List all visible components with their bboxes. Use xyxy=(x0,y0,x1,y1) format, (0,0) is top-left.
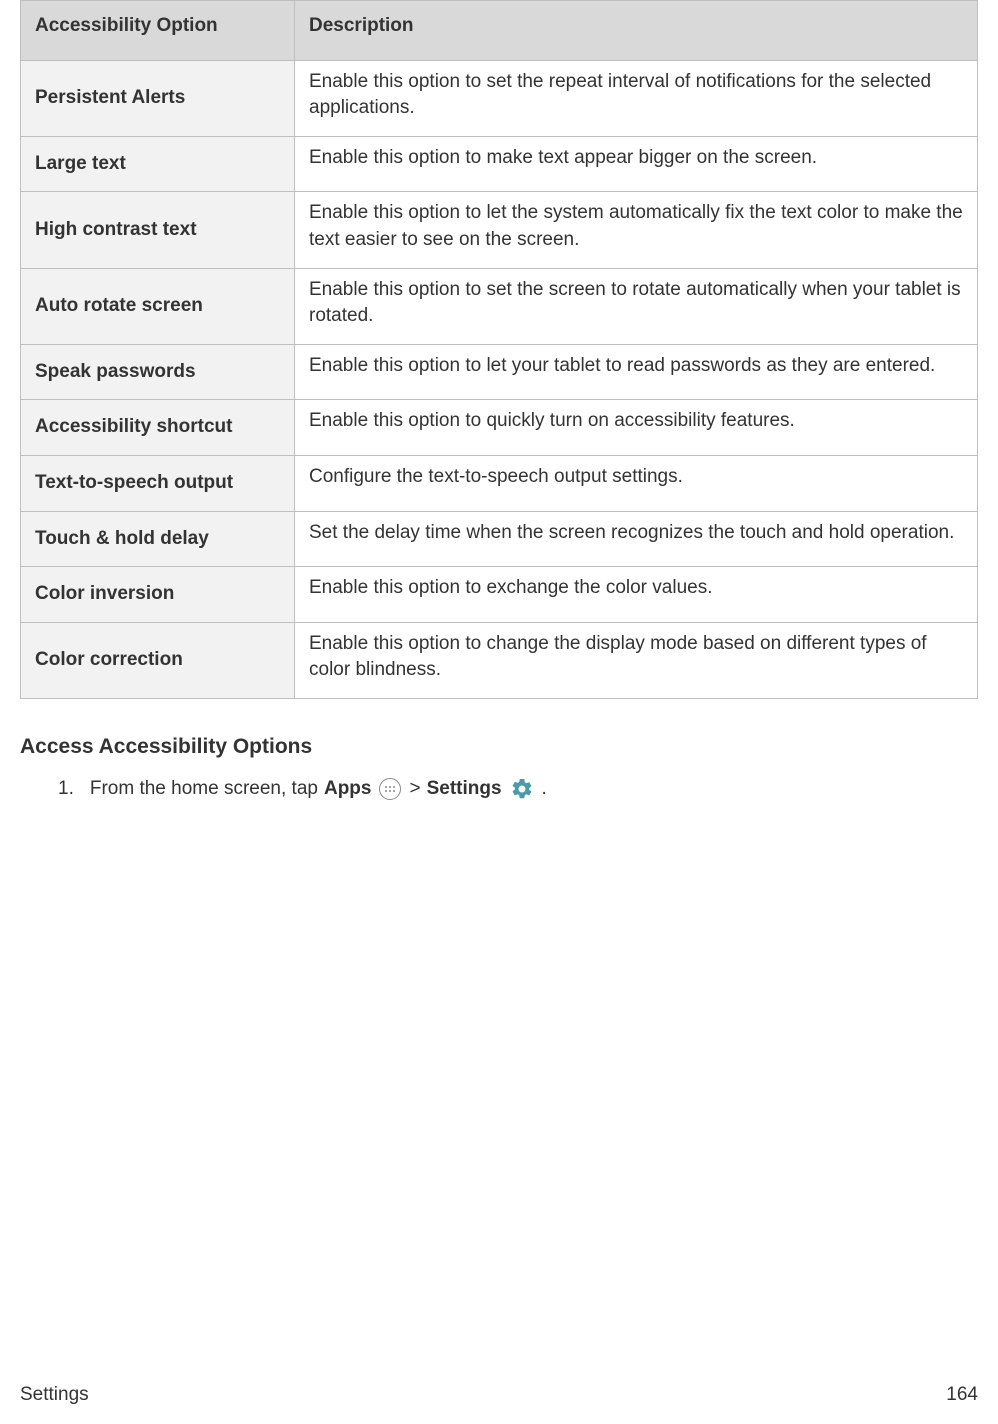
table-header-option: Accessibility Option xyxy=(21,1,295,61)
row-label: Touch & hold delay xyxy=(21,511,295,567)
row-label: Accessibility shortcut xyxy=(21,400,295,456)
row-desc: Enable this option to set the screen to … xyxy=(295,268,978,344)
row-desc: Enable this option to let the system aut… xyxy=(295,192,978,268)
row-label: High contrast text xyxy=(21,192,295,268)
row-desc: Configure the text-to-speech output sett… xyxy=(295,455,978,511)
row-label: Speak passwords xyxy=(21,344,295,400)
step-text-1: From the home screen, tap xyxy=(90,778,318,800)
table-row: Persistent Alerts Enable this option to … xyxy=(21,60,978,136)
table-row: Auto rotate screen Enable this option to… xyxy=(21,268,978,344)
row-label: Large text xyxy=(21,136,295,192)
step-gt: > xyxy=(409,778,420,800)
step-1: 1. From the home screen, tap Apps > Sett… xyxy=(58,777,978,801)
table-row: Color correction Enable this option to c… xyxy=(21,622,978,698)
row-desc: Enable this option to quickly turn on ac… xyxy=(295,400,978,456)
table-row: Accessibility shortcut Enable this optio… xyxy=(21,400,978,456)
page-footer: Settings 164 xyxy=(20,1384,978,1406)
row-label: Auto rotate screen xyxy=(21,268,295,344)
table-row: Touch & hold delay Set the delay time wh… xyxy=(21,511,978,567)
row-desc: Enable this option to let your tablet to… xyxy=(295,344,978,400)
apps-label: Apps xyxy=(324,778,372,800)
accessibility-table: Accessibility Option Description Persist… xyxy=(20,0,978,699)
step-number: 1. xyxy=(58,778,74,800)
settings-icon xyxy=(510,777,534,801)
row-desc: Enable this option to change the display… xyxy=(295,622,978,698)
section-heading: Access Accessibility Options xyxy=(20,735,978,759)
table-row: High contrast text Enable this option to… xyxy=(21,192,978,268)
row-label: Color inversion xyxy=(21,567,295,623)
table-row: Color inversion Enable this option to ex… xyxy=(21,567,978,623)
row-desc: Enable this option to make text appear b… xyxy=(295,136,978,192)
row-desc: Enable this option to set the repeat int… xyxy=(295,60,978,136)
footer-left: Settings xyxy=(20,1384,89,1406)
row-label: Text-to-speech output xyxy=(21,455,295,511)
table-row: Text-to-speech output Configure the text… xyxy=(21,455,978,511)
step-period: . xyxy=(542,778,547,800)
row-desc: Enable this option to exchange the color… xyxy=(295,567,978,623)
table-row: Large text Enable this option to make te… xyxy=(21,136,978,192)
row-label: Color correction xyxy=(21,622,295,698)
settings-label: Settings xyxy=(427,778,502,800)
row-label: Persistent Alerts xyxy=(21,60,295,136)
row-desc: Set the delay time when the screen recog… xyxy=(295,511,978,567)
table-header-description: Description xyxy=(295,1,978,61)
footer-right: 164 xyxy=(946,1384,978,1406)
table-row: Speak passwords Enable this option to le… xyxy=(21,344,978,400)
apps-icon xyxy=(379,778,401,800)
